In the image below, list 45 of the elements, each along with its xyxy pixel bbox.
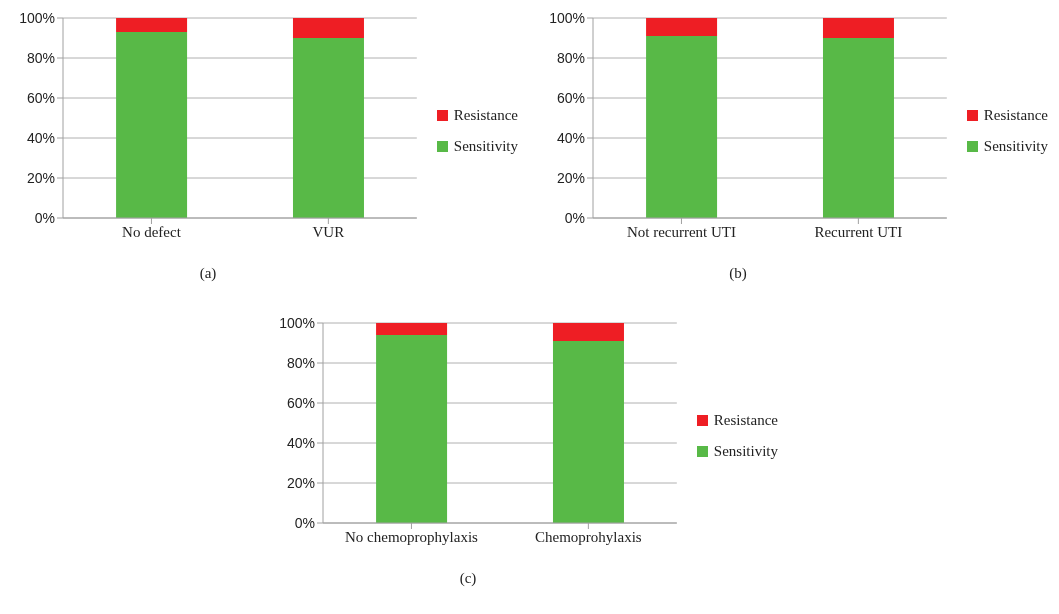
text: (a) — [198, 265, 218, 282]
bar — [376, 323, 448, 335]
y-tick-label: 80% — [286, 354, 315, 371]
bar — [292, 38, 364, 218]
x-tick-label: No chemoprophylaxis — [345, 528, 479, 545]
bar — [552, 323, 624, 341]
x-tick-label: Not recurrent UTI — [626, 223, 737, 240]
bar — [292, 18, 364, 38]
y-tick-label: 100% — [279, 314, 315, 331]
y-tick-label: 40% — [556, 129, 585, 146]
bar — [116, 18, 188, 32]
legend-label: Sensitivity — [453, 137, 518, 155]
x-tick-label: No defect — [122, 223, 182, 240]
y-tick-label: 0% — [34, 209, 55, 226]
bar — [646, 18, 718, 36]
bar — [376, 335, 448, 523]
text: (c) — [458, 570, 478, 587]
y-tick-label: 20% — [286, 474, 315, 491]
y-tick-label: 20% — [556, 169, 585, 186]
y-tick-label: 100% — [19, 9, 55, 26]
legend-label: Resistance — [983, 106, 1048, 124]
legend-label: Sensitivity — [983, 137, 1048, 155]
y-tick-label: 80% — [556, 49, 585, 66]
bar — [646, 36, 718, 218]
y-tick-label: 40% — [26, 129, 55, 146]
y-tick-label: 60% — [556, 89, 585, 106]
y-tick-label: 60% — [26, 89, 55, 106]
y-tick-label: 0% — [294, 514, 315, 531]
y-tick-label: 20% — [26, 169, 55, 186]
bar — [822, 18, 894, 38]
y-tick-label: 80% — [26, 49, 55, 66]
legend-label: Sensitivity — [713, 442, 778, 460]
x-tick-label: Recurrent UTI — [814, 223, 903, 240]
legend-label: Resistance — [453, 106, 518, 124]
x-tick-label: VUR — [312, 223, 345, 240]
y-tick-label: 100% — [549, 9, 585, 26]
bar — [552, 341, 624, 523]
y-tick-label: 0% — [564, 209, 585, 226]
y-tick-label: 60% — [286, 394, 315, 411]
bar — [822, 38, 894, 218]
bar — [116, 32, 188, 218]
y-tick-label: 40% — [286, 434, 315, 451]
text: (b) — [728, 265, 748, 282]
x-tick-label: Chemoprohylaxis — [535, 528, 642, 545]
legend-label: Resistance — [713, 411, 778, 429]
